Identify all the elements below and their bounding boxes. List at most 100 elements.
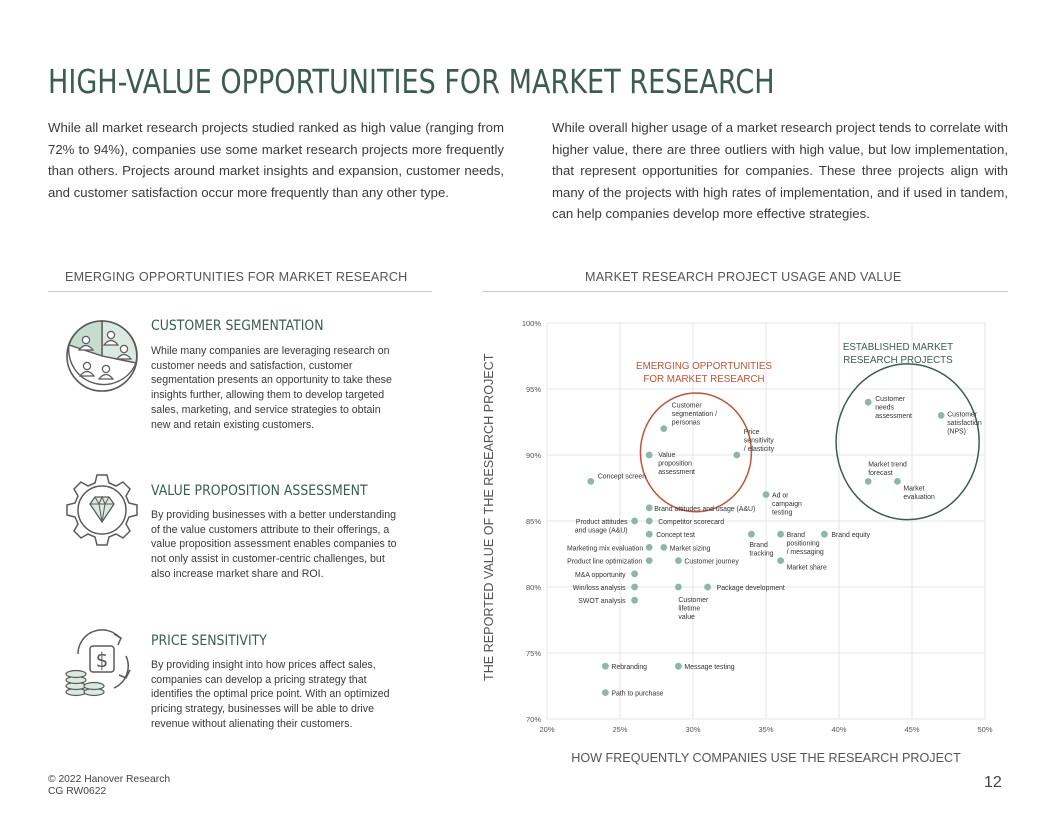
x-tick-label: 30%	[685, 725, 700, 734]
data-point	[704, 583, 711, 591]
data-point	[645, 557, 653, 564]
diamond-gear-icon	[64, 472, 140, 548]
y-tick-label: 80%	[526, 583, 541, 592]
data-point	[631, 583, 638, 591]
data-point	[645, 504, 653, 512]
usage-value-scatter-chart: 20% 25% 30% 35% 40% 45% 50% 70% 75% 80% 85% 90% 95% 1…	[522, 319, 993, 734]
data-point-label: SWOT analysis	[578, 598, 626, 605]
established-projects-ellipse	[835, 363, 980, 521]
customer-segmentation-title: CUSTOMER SEGMENTATION	[151, 318, 324, 334]
data-point-label: Brand attitudes and usage (A&U)	[654, 506, 755, 513]
y-tick-label: 75%	[526, 649, 541, 658]
data-point	[602, 662, 609, 670]
data-point	[777, 557, 784, 564]
data-point	[645, 530, 653, 538]
data-point-label: Customer lifetime value	[678, 597, 709, 621]
chart-x-axis-title: HOW FREQUENTLY COMPANIES USE THE RESEARC…	[571, 751, 961, 765]
value-proposition-title: VALUE PROPOSITION ASSESSMENT	[151, 483, 368, 499]
data-point-label: Value proposition assessment	[658, 452, 695, 476]
data-point	[675, 583, 682, 591]
data-point-label: M&A opportunity	[575, 572, 626, 579]
y-tick-label: 90%	[526, 451, 541, 460]
data-point	[675, 662, 682, 670]
emerging-opportunities-ellipse	[639, 392, 753, 513]
y-tick-label: 95%	[526, 385, 541, 394]
chart-section-divider	[483, 291, 1008, 292]
data-point-label: Rebranding	[611, 664, 647, 671]
data-point	[864, 478, 872, 485]
price-sensitivity-title: PRICE SENSITIVITY	[151, 633, 267, 649]
page-number: 12	[984, 774, 1002, 791]
data-point	[631, 517, 638, 525]
customer-segmentation-text: While many companies are leveraging rese…	[151, 345, 392, 431]
price-sensitivity-text: By providing insight into how prices aff…	[151, 659, 390, 730]
data-point-label: Customer journey	[684, 559, 739, 566]
x-tick-label: 25%	[612, 725, 627, 734]
data-point	[631, 570, 638, 578]
data-point	[733, 451, 741, 459]
data-point-label: Competitor scorecard	[658, 519, 724, 526]
data-point	[645, 517, 653, 525]
y-tick-label: 70%	[526, 715, 541, 724]
data-point	[602, 689, 609, 696]
customer-segments-pie-icon	[64, 318, 140, 394]
footer-copyright: © 2022 Hanover Research	[48, 774, 171, 785]
data-point-label: Ad or campaign testing	[772, 493, 802, 517]
data-point-label: Customer needs assessment	[875, 396, 912, 420]
data-point	[821, 530, 828, 538]
data-point-label: Path to purchase	[611, 691, 663, 698]
data-point-label: Brand positioning / messaging	[787, 532, 824, 556]
x-tick-label: 50%	[977, 725, 992, 734]
left-section-divider	[48, 291, 432, 292]
data-point	[864, 398, 872, 406]
dollar-cycle-coins-icon: $	[64, 626, 140, 702]
data-point	[777, 530, 784, 538]
svg-text:$: $	[96, 648, 109, 672]
data-point	[587, 478, 595, 485]
data-point	[660, 425, 668, 432]
chart-section-heading: MARKET RESEARCH PROJECT USAGE AND VALUE	[585, 270, 902, 284]
data-point-label: Market evaluation	[903, 485, 935, 501]
data-point-label: Marketing mix evaluation	[567, 545, 643, 552]
data-point-label: Price sensitivity / elasticity	[744, 429, 775, 453]
data-point	[675, 557, 682, 564]
data-point	[645, 544, 653, 551]
data-point-label: Product line optimization	[567, 559, 642, 566]
intro-paragraph-right: While overall higher usage of a market r…	[552, 120, 1008, 221]
data-point-label: Concept screen	[598, 473, 646, 480]
emerging-opportunities-label: EMERGING OPPORTUNITIES FOR MARKET RESEARC…	[636, 361, 772, 385]
data-point-label: Brand equity	[831, 532, 870, 539]
data-point-label: Product attitudes and usage (A&U)	[575, 519, 628, 535]
page-title: HIGH-VALUE OPPORTUNITIES FOR MARKET RESE…	[48, 62, 775, 101]
x-tick-label: 40%	[831, 725, 846, 734]
data-point	[660, 544, 668, 551]
emerging-opportunities-heading: EMERGING OPPORTUNITIES FOR MARKET RESEAR…	[65, 270, 408, 284]
data-point	[937, 412, 945, 419]
footer: © 2022 Hanover Research CG RW0622	[48, 774, 170, 798]
value-proposition-text: By providing businesses with a better un…	[151, 509, 397, 580]
x-tick-label: 45%	[904, 725, 919, 734]
data-point-label: Package development	[717, 585, 785, 592]
intro-paragraph-left: While all market research projects studi…	[48, 120, 504, 200]
data-point-label: Message testing	[684, 664, 734, 671]
footer-code: CG RW0622	[48, 786, 107, 797]
data-point	[748, 530, 755, 538]
chart-y-axis-title: THE REPORTED VALUE OF THE RESEARCH PROJE…	[482, 353, 496, 682]
data-point-label: Win/loss analysis	[573, 585, 626, 592]
data-point	[631, 596, 638, 604]
data-point	[894, 478, 901, 485]
data-point	[645, 451, 653, 459]
data-point-label: Market sizing	[670, 545, 711, 552]
data-point-label: Market share	[787, 565, 827, 572]
established-projects-label: ESTABLISHED MARKET RESEARCH PROJECTS	[843, 342, 953, 366]
data-point-label: Customer satisfaction (NPS)	[947, 411, 982, 435]
y-tick-label: 100%	[522, 319, 542, 328]
data-point-label: Market trend forecast	[868, 461, 907, 477]
data-point-label: Brand tracking	[749, 542, 773, 558]
data-point	[762, 491, 770, 498]
data-point-label: Customer segmentation / personas	[672, 403, 717, 427]
y-tick-label: 85%	[526, 517, 541, 526]
x-tick-label: 20%	[539, 725, 554, 734]
x-tick-label: 35%	[758, 725, 773, 734]
data-point-label: Concept test	[656, 532, 695, 539]
